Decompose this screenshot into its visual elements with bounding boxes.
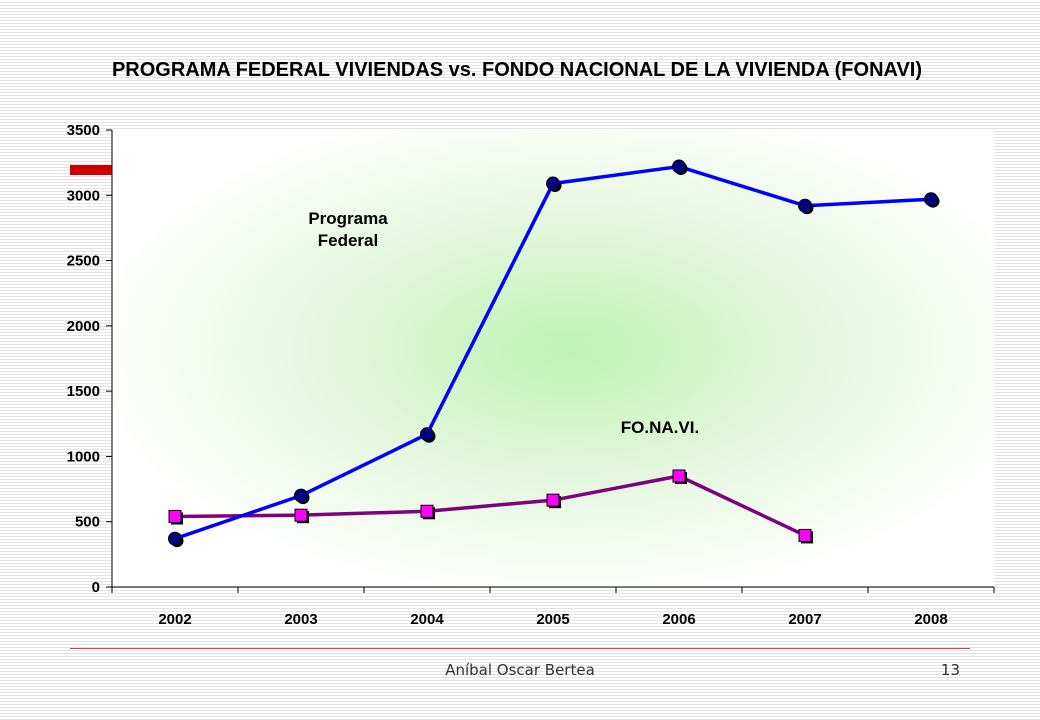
data-point-fo-na-vi	[294, 508, 308, 522]
y-tick-label: 1000	[67, 448, 100, 465]
series-layer	[168, 159, 940, 548]
footer-author: Aníbal Oscar Bertea	[445, 661, 595, 679]
y-tick-label: 3500	[67, 122, 100, 139]
accent-bar	[70, 165, 112, 175]
x-tick-label: 2005	[536, 611, 569, 628]
x-tick-label: 2003	[284, 611, 317, 628]
y-tick-label: 500	[75, 514, 100, 531]
data-point-programa-federal	[168, 531, 182, 546]
chart-title: PROGRAMA FEDERAL VIVIENDAS vs. FONDO NAC…	[112, 59, 922, 81]
y-tick-label: 3000	[67, 187, 100, 204]
data-point-programa-federal	[924, 192, 938, 207]
page-number: 13	[940, 661, 960, 679]
plot-area	[112, 130, 994, 587]
y-tick-label: 0	[92, 579, 100, 596]
series-label-fo-na-vi: FO.NA.VI.	[621, 418, 699, 437]
data-point-fo-na-vi	[168, 509, 182, 523]
data-point-fo-na-vi	[420, 504, 434, 518]
footer-rule	[70, 648, 970, 649]
data-point-programa-federal	[420, 427, 434, 442]
y-ticks: 0 500 1000 1500 2000 2500 3000 3500	[67, 122, 112, 596]
data-point-programa-federal	[294, 488, 308, 503]
data-point-programa-federal	[546, 176, 560, 191]
data-point-fo-na-vi	[672, 469, 686, 483]
series-labels: Programa Federal FO.NA.VI.	[308, 209, 699, 437]
data-point-fo-na-vi	[546, 493, 560, 507]
x-ticks: 2002 2003 2004 2005 2006 2007 2008	[111, 587, 995, 628]
x-tick-label: 2004	[410, 611, 444, 628]
x-tick-label: 2008	[914, 611, 947, 628]
data-point-fo-na-vi	[798, 528, 812, 542]
x-tick-label: 2007	[788, 611, 821, 628]
x-tick-label: 2002	[158, 611, 191, 628]
data-point-programa-federal	[798, 198, 812, 213]
series-label-programa-federal: Programa Federal	[308, 209, 388, 250]
y-tick-label: 2500	[67, 253, 100, 270]
y-tick-label: 2000	[67, 318, 100, 335]
series-line-fo-na-vi	[174, 474, 806, 538]
data-point-programa-federal	[672, 159, 686, 174]
x-tick-label: 2006	[662, 611, 695, 628]
y-tick-label: 1500	[67, 383, 100, 400]
